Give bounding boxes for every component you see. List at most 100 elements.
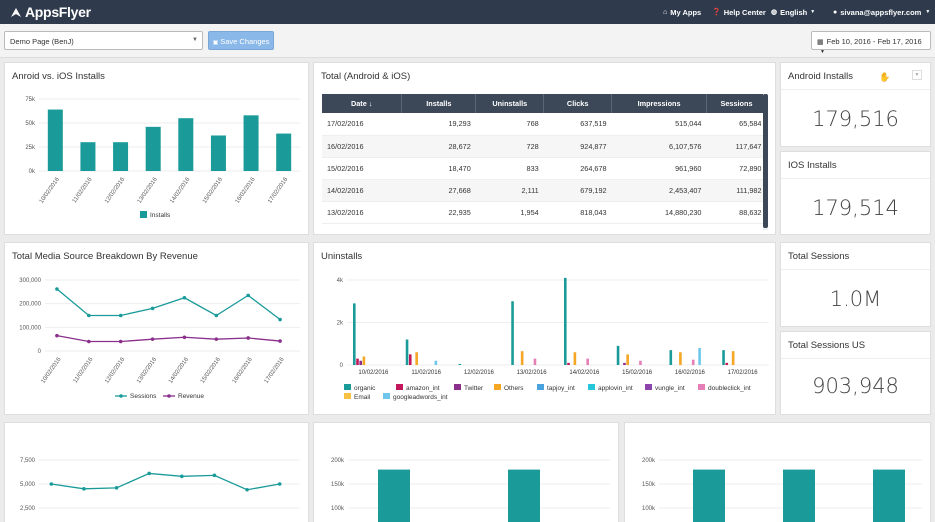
save-icon: ▣ [212,40,219,46]
y-tick-label: 0 [38,349,42,355]
bar-installs [210,135,226,171]
x-tick-label: 13/02/2016 [517,370,548,376]
table-cell: 637,519 [543,113,612,136]
legend-swatch-amazon_int [396,384,403,390]
help-center-link[interactable]: ❓ Help Center [712,0,766,24]
table-cell: 6,107,576 [611,135,707,158]
total-sessions-value: 1.0M [829,287,882,311]
appsflyer-logo[interactable]: AppsFlyer [10,3,91,21]
table-cell: 16/02/2016 [322,135,402,158]
table-scrollbar-thumb[interactable] [763,94,768,228]
brand-name: AppsFlyer [25,4,91,20]
panel-title: Total (Android & iOS) [321,71,411,82]
column-header[interactable]: Installs [401,94,477,113]
table-cell: 22,935 [401,201,476,224]
chevron-down-icon: ▼ [925,9,931,15]
bottom-bar-panel-1: 100k 150k 200k [313,422,619,522]
bar-installs [276,133,292,171]
user-menu[interactable]: ● sivana@appsflyer.com ▼ [833,0,930,24]
legend-swatch-installs [140,211,147,218]
bar-installs [113,142,129,171]
table-cell: 28,672 [401,135,476,158]
table-row[interactable]: 16/02/2016 28,672 728 924,877 6,107,576 117,6… [322,135,767,158]
legend-label-applovin_int: applovin_int [598,385,633,392]
x-tick-label: 15/02/2016 [202,176,225,205]
legend-swatch-googleadwords_int [383,393,390,399]
table-row[interactable]: 15/02/2016 18,470 833 264,678 961,960 72,890 [322,157,767,180]
point-revenue [118,339,123,344]
bar-installs [145,126,161,171]
table-cell: 679,192 [543,179,612,202]
x-tick-label: 14/02/2016 [168,356,191,385]
calendar-icon: ▦ [817,39,824,46]
bar-doubleclick_int [691,359,695,365]
table-scrollbar-track[interactable] [763,94,768,230]
language-dropdown[interactable]: ◍ English ▼ [771,0,815,24]
panel-options-icon[interactable]: ▼ [912,70,922,80]
point-revenue [278,339,282,343]
line-series [51,472,280,491]
table-header-row: Date ↓ Installs Uninstalls Clicks Impression… [322,94,767,113]
legend-swatch-Others [494,384,501,390]
column-header[interactable]: Clicks [543,94,613,113]
legend-label-googleadwords_int: googleadwords_int [393,394,448,401]
help-center-label: Help Center [723,7,766,17]
x-tick-label: 17/02/2016 [728,370,759,376]
installs-chart-panel: Anroid vs. iOS Installs 0k 25k 50k 75k 10/02… [4,62,309,235]
table-cell: 14,880,230 [611,201,707,224]
column-header[interactable]: Date ↓ [322,94,403,113]
y-tick-label: 7,500 [20,458,36,464]
table-cell: 924,877 [543,135,612,158]
x-tick-label: 17/02/2016 [264,356,287,385]
android-installs-value: 179,516 [812,107,899,131]
table-cell: 264,678 [543,157,612,180]
table-container: Date ↓ Installs Uninstalls Clicks Impression… [322,94,767,230]
bar-organic [353,303,356,365]
column-header[interactable]: Sessions [706,94,767,113]
point [180,474,184,479]
my-apps-label: My Apps [670,7,702,17]
table-cell: 88,632 [706,201,767,224]
table-cell: 2,453,407 [611,179,707,202]
total-sessions-panel: Total Sessions 1.0M [780,242,931,327]
date-range-picker[interactable]: ▦ Feb 10, 2016 - Feb 17, 2016 ▼ [811,31,931,55]
y-tick-label: 75k [25,97,36,103]
bar-Others [415,352,418,365]
legend-label-amazon_int: amazon_int [406,385,440,392]
legend-label-installs: Installs [150,212,171,219]
y-tick-label: 2,500 [20,506,36,512]
bar-doubleclick_int [586,358,589,365]
save-changes-button[interactable]: ▣ Save Changes [208,31,274,50]
column-header[interactable]: Uninstalls [475,94,545,113]
globe-icon: ◍ [771,9,778,16]
table-cell: 111,982 [706,179,767,202]
legend-marker-revenue [167,394,171,398]
panel-title: Total Sessions [788,251,850,262]
table-cell: 833 [475,157,544,180]
y-tick-label: 200,000 [19,302,41,308]
point-revenue [214,337,219,341]
panel-title: Anroid vs. iOS Installs [12,71,105,82]
x-tick-label: 16/02/2016 [675,370,706,376]
table-cell: 515,044 [611,113,707,136]
table-row[interactable]: 14/02/2016 27,668 2,111 679,192 2,453,407 111… [322,179,767,202]
point-revenue [246,336,250,340]
bar-amazon_int [725,362,729,365]
table-cell: 2,111 [475,179,544,202]
bar-doubleclick_int [533,358,537,365]
table-row[interactable]: 17/02/2016 19,293 768 637,519 515,044 65,584 [322,113,767,136]
media-source-line-chart: 0 100,000 200,000 300,000 10/02/2016 11/02/20… [19,278,300,400]
column-header[interactable]: Impressions [611,94,707,113]
divider [781,89,930,90]
page-select[interactable]: Demo Page (BenJ) ▼ [4,31,203,50]
legend-swatch-doubleclick_int [698,384,705,390]
my-apps-link[interactable]: ⌂ My Apps [663,0,701,24]
bottom-bar-chart-1: 100k 150k 200k [331,458,610,522]
y-tick-label: 50k [25,121,36,127]
table-cell: 14/02/2016 [322,179,402,202]
legend-label-vungle_int: vungle_int [655,385,685,392]
point [147,471,151,476]
table-cell: 768 [475,113,544,136]
point [49,482,54,486]
table-row[interactable]: 13/02/2016 22,935 1,954 818,043 14,880,230 88… [322,201,767,224]
